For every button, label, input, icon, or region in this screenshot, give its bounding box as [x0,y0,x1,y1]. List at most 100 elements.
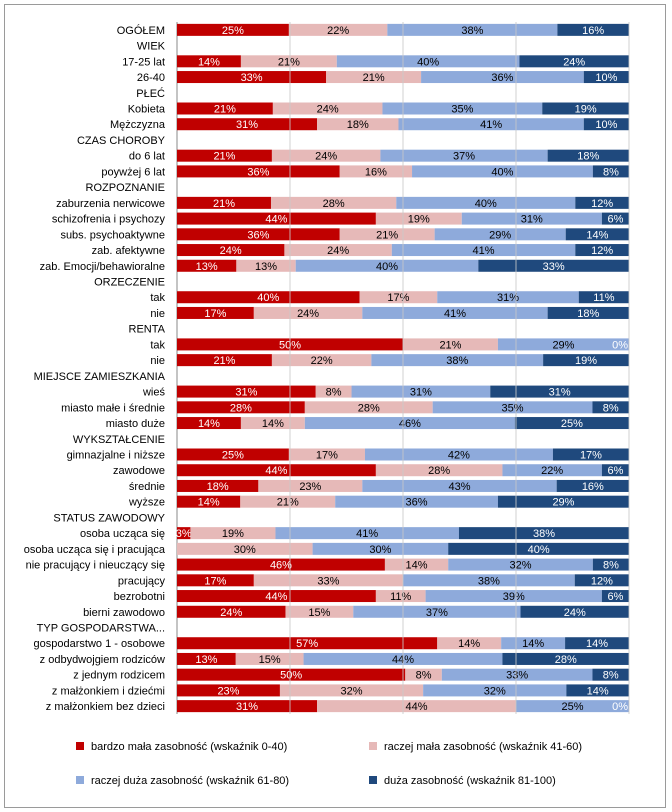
data-label: 30% [234,544,256,556]
bar-segment-2 [271,354,372,367]
bar-segment-2 [359,291,438,304]
data-label: 8% [603,560,619,572]
bar-segment-4 [601,464,629,477]
bar-segment-4 [592,668,629,681]
data-label: 19% [575,104,597,116]
bar-segment-1 [177,401,305,414]
bar-segment-3 [441,668,593,681]
data-label: 36% [247,229,269,241]
data-label: 23% [299,481,321,493]
bar-segment-2 [177,542,313,555]
data-label: 10% [595,119,617,131]
bar-segment-2 [304,401,433,414]
data-label: 41% [356,528,378,540]
data-label: 18% [577,308,599,320]
bar-segment-2 [375,464,503,477]
data-label: 17% [316,450,338,462]
data-label: 23% [217,685,239,697]
row-label: zab. Emocji/behawioralne [40,261,165,273]
data-label: 28% [230,402,252,414]
data-label: 14% [586,638,608,650]
bar-segment-1 [177,668,406,681]
bar-segment-3 [353,605,521,618]
bar-segment-4 [578,291,629,304]
bar-segment-2 [240,55,337,68]
bar-segment-3 [391,244,576,257]
data-label: 8% [416,670,432,682]
bar-segment-1 [177,385,316,398]
data-label: 21% [213,355,235,367]
data-label: 40% [417,56,439,68]
bar-segment-1 [177,244,285,257]
data-label: 38% [461,25,483,37]
data-label: 35% [451,104,473,116]
data-label: 33% [506,670,528,682]
bar-segment-2 [284,244,392,257]
bar-segment-3 [312,542,449,555]
data-label: 44% [406,701,428,713]
bar-segment-3 [437,291,579,304]
bar-segment-3 [432,401,593,414]
data-label: 40% [257,292,279,304]
data-label: 0% [612,701,628,713]
row-label: TYP GOSPODARSTWA... [37,623,165,635]
bar-segment-2 [326,71,422,84]
bar-segment-4 [566,684,629,697]
bar-segment-4 [557,23,629,36]
bar-segment-4 [565,637,629,650]
data-label: 41% [444,308,466,320]
bar-segment-4 [575,244,629,257]
bar-segment-4 [601,212,629,225]
data-label: 44% [265,465,287,477]
data-label: 22% [327,25,349,37]
bar-segment-4 [592,165,629,178]
data-label: 24% [220,607,242,619]
bar-segment-4 [592,558,629,571]
data-label: 31% [236,119,258,131]
bar-segment-3 [295,259,479,272]
data-label: 16% [582,25,604,37]
bar-segment-2 [271,149,381,162]
bar-segment-2 [339,228,435,241]
bar-segment-4 [583,118,629,131]
bar-segment-1 [177,71,327,84]
row-label: gimnazjalne i niższe [67,450,165,462]
data-label: 12% [591,575,613,587]
data-label: 28% [358,402,380,414]
bar-segment-4 [552,448,629,461]
data-label: 33% [543,261,565,273]
bar-segment-1 [177,527,191,540]
data-label: 14% [198,497,220,509]
data-label: 21% [213,198,235,210]
data-label: 14% [198,56,220,68]
data-label: 29% [489,229,511,241]
data-label: 24% [563,56,585,68]
data-label: 25% [222,450,244,462]
bar-segment-3 [434,228,566,241]
chart-frame [4,4,666,808]
data-label: 25% [561,418,583,430]
legend-label-2: raczej mała zasobność (wskaźnik 41-60) [384,741,582,753]
data-label: 32% [484,685,506,697]
bar-segment-1 [177,558,385,571]
data-label: 24% [564,607,586,619]
bar-segment-1 [177,149,272,162]
bar-segment-1 [177,118,318,131]
data-label: 8% [603,670,619,682]
bar-segment-3 [364,448,553,461]
bar-segment-1 [177,700,318,713]
bar-segment-1 [177,23,289,36]
bar-segment-2 [258,479,363,492]
data-label: 12% [591,198,613,210]
bar-segment-2 [190,527,276,540]
row-label: STATUS ZAWODOWY [53,512,165,524]
data-label: 21% [213,151,235,163]
bar-segment-4 [574,574,629,587]
bar-segment-3 [448,558,593,571]
row-label: WYKSZTAŁCENIE [73,434,165,446]
data-label: 6% [607,214,623,226]
bar-segment-1 [177,354,272,367]
data-label: 28% [555,654,577,666]
bar-segment-2 [288,23,388,36]
data-label: 21% [277,497,299,509]
